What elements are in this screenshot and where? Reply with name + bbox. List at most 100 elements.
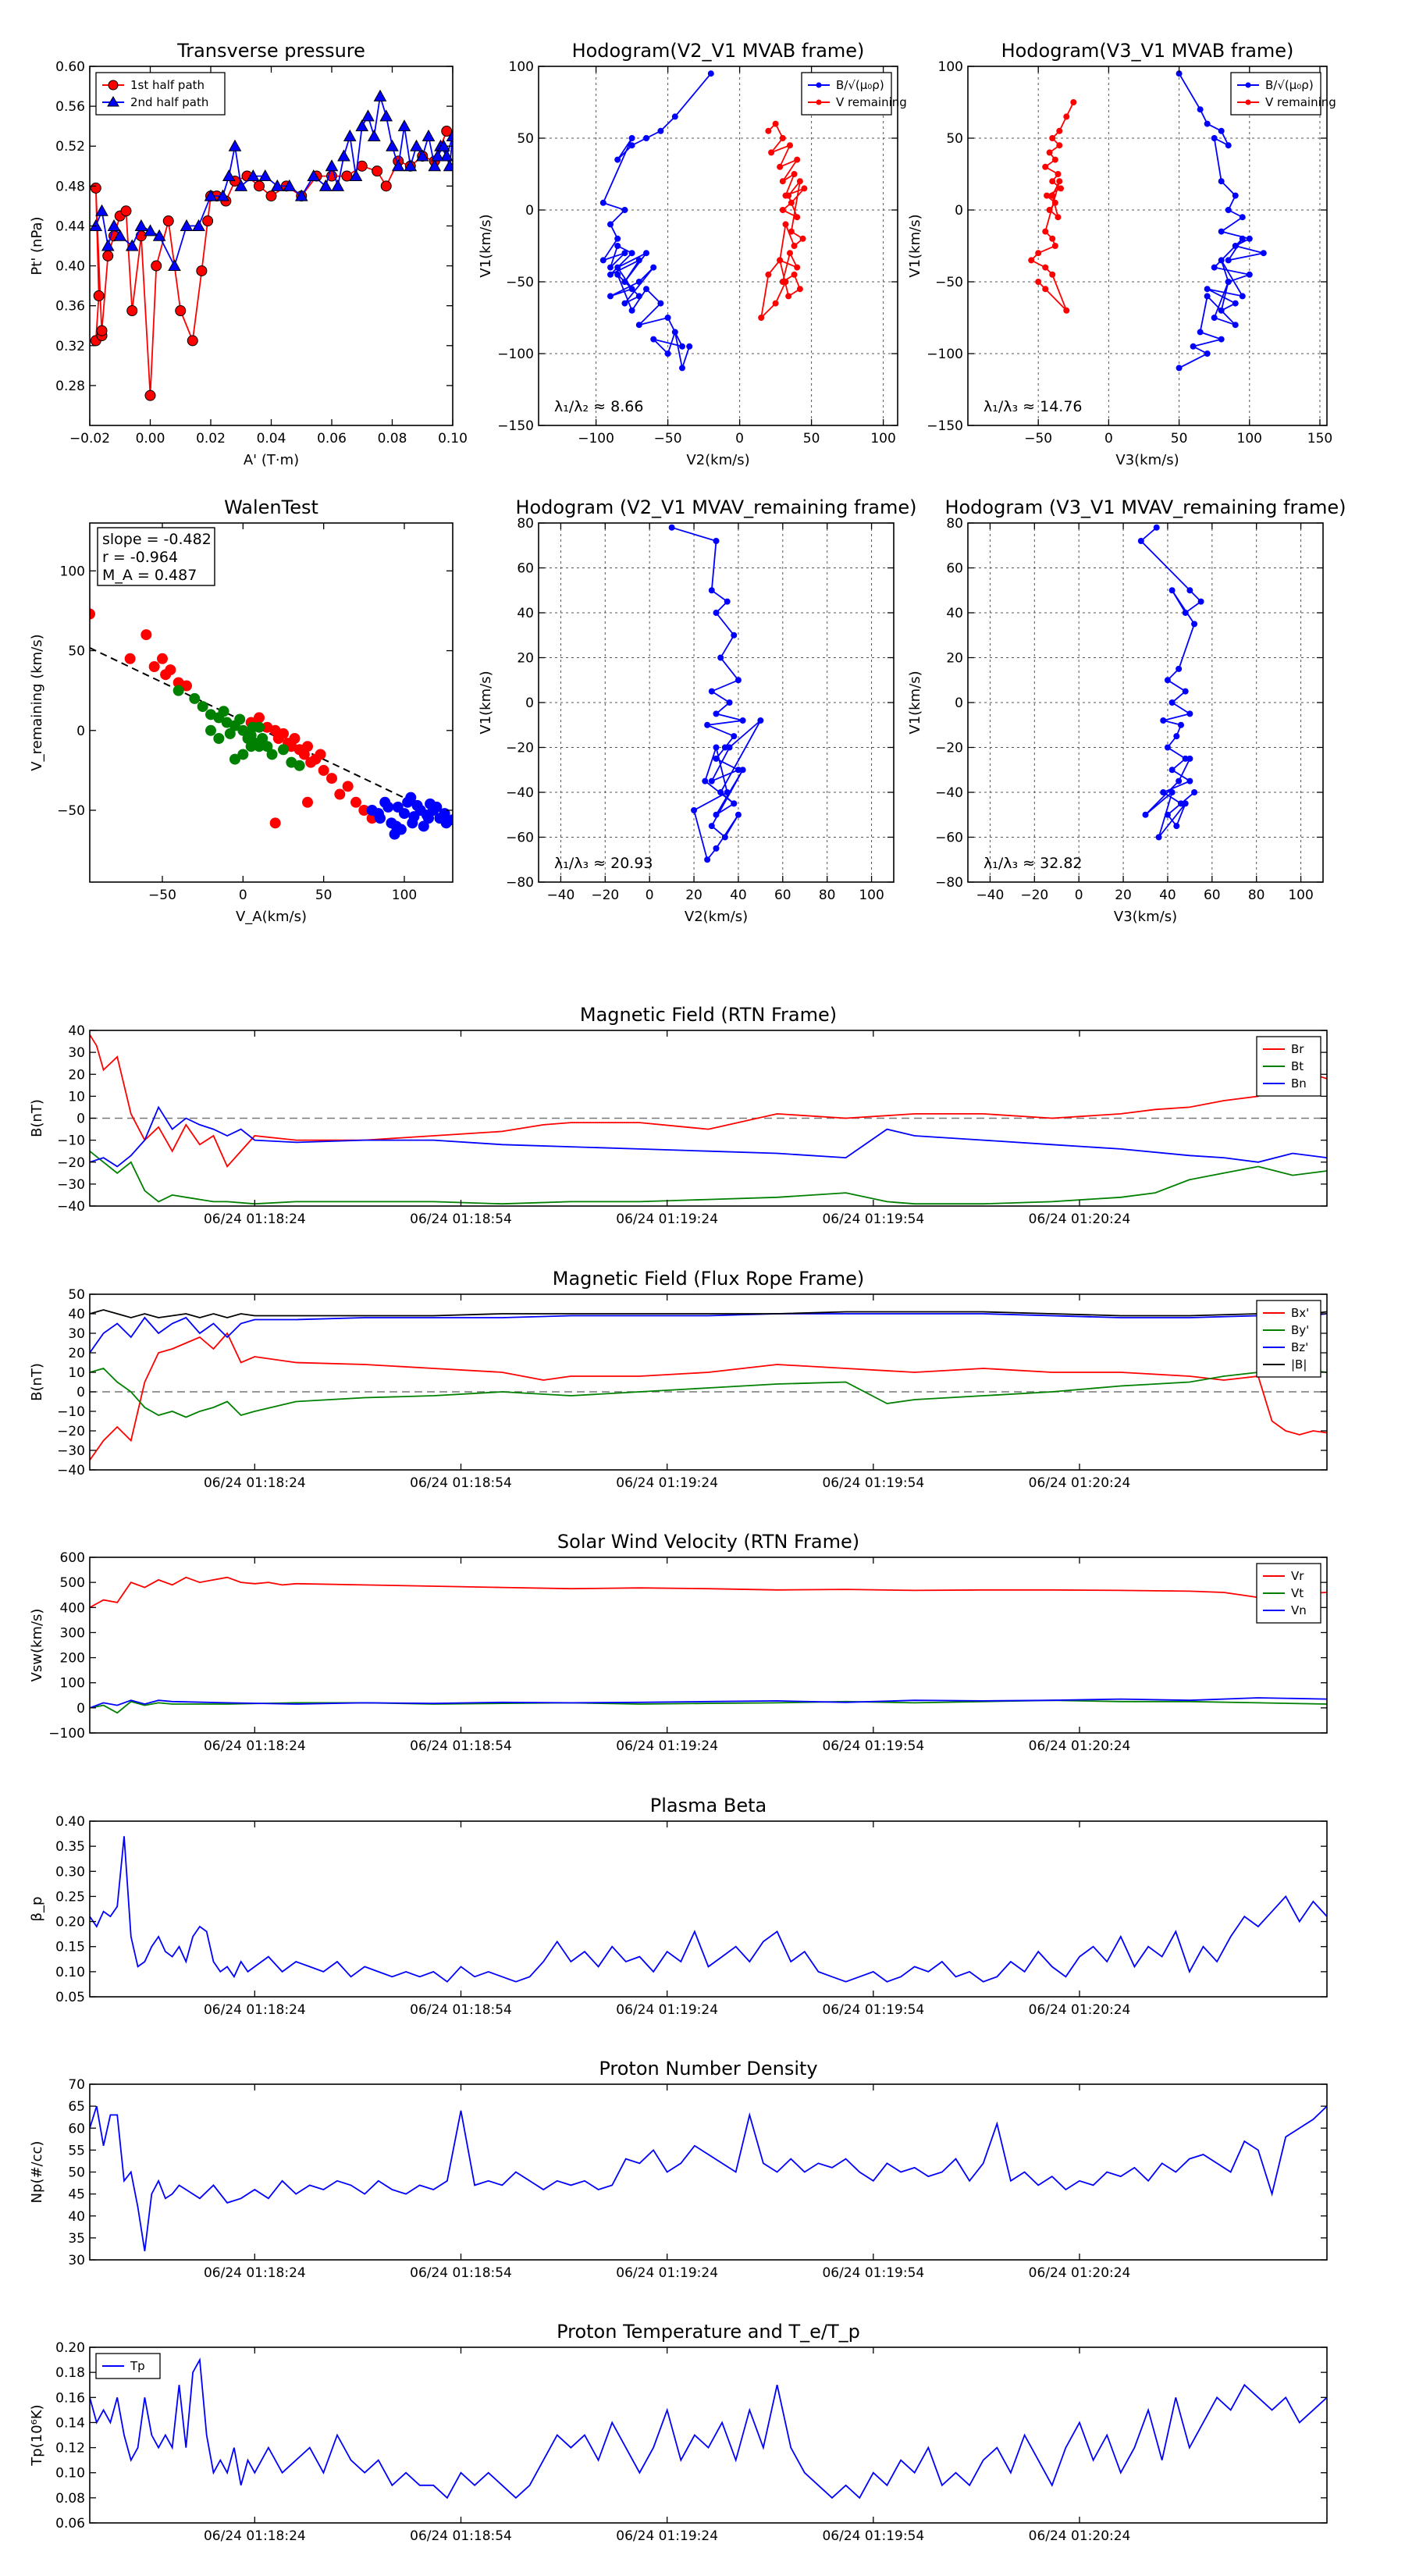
data-point	[175, 305, 187, 317]
data-point	[337, 149, 350, 162]
y-tick-label: 0	[955, 696, 963, 711]
data-point	[650, 264, 657, 271]
x-tick-label: 0	[1075, 888, 1083, 903]
data-point	[144, 224, 157, 237]
data-point	[621, 300, 628, 307]
data-point	[439, 149, 453, 162]
data-point	[101, 239, 115, 251]
x-axis-label: V3(km/s)	[1115, 452, 1179, 468]
series-vr	[90, 1576, 1327, 1609]
x-tick-label: 06/24 01:18:24	[204, 2002, 306, 2018]
x-tick-label: 06/24 01:19:24	[616, 2002, 718, 2018]
x-tick-label: 06/24 01:19:54	[822, 2002, 924, 2018]
y-tick-label: 0.20	[55, 1915, 85, 1930]
y-tick-label: −40	[57, 1463, 85, 1478]
y-tick-label: −10	[57, 1404, 85, 1420]
y-tick-label: 50	[68, 1287, 85, 1303]
series-v-remaining	[758, 120, 808, 321]
data-point	[102, 250, 114, 262]
data-point	[1176, 365, 1183, 372]
series-bt	[90, 1150, 1327, 1205]
data-point	[686, 343, 693, 350]
data-point	[621, 279, 628, 285]
data-point	[411, 799, 423, 811]
legend-marker	[1245, 82, 1251, 88]
data-point	[367, 129, 381, 141]
x-tick-label: 06/24 01:19:54	[822, 1212, 924, 1227]
data-point	[621, 207, 628, 213]
data-point	[325, 159, 339, 172]
data-point	[1070, 99, 1077, 105]
data-point	[788, 228, 795, 235]
data-point	[437, 139, 450, 151]
data-point	[1035, 279, 1042, 285]
series-line	[90, 1105, 1327, 1168]
data-point	[777, 163, 784, 170]
data-point	[628, 307, 635, 314]
data-point	[197, 701, 208, 713]
data-point	[1173, 733, 1180, 740]
data-point	[1191, 789, 1198, 795]
y-axis-label: Np(#/cc)	[29, 2141, 45, 2204]
data-point	[1211, 264, 1218, 271]
y-tick-label: 80	[517, 516, 534, 532]
ratio-annotation: λ₁/λ₃ ≈ 20.93	[554, 855, 653, 872]
data-point	[1142, 811, 1149, 818]
data-point	[713, 845, 720, 852]
data-point	[787, 250, 793, 257]
data-point	[1246, 235, 1253, 242]
chart-np: Proton Number Density 06/24 01:18:24 06/24…	[29, 2058, 1328, 2281]
data-point	[405, 792, 417, 803]
data-point	[702, 777, 709, 785]
series-line	[90, 1313, 1327, 1354]
data-point	[671, 113, 678, 120]
data-point	[796, 178, 803, 185]
x-axis-label: V2(km/s)	[686, 452, 749, 468]
data-point	[173, 685, 184, 696]
data-point	[785, 293, 792, 300]
data-point	[607, 221, 614, 228]
y-tick-label: 0.35	[55, 1839, 85, 1855]
data-point	[1182, 610, 1189, 616]
x-tick-label: 06/24 01:18:54	[410, 2002, 512, 2018]
series-tp	[90, 2357, 1327, 2500]
y-tick-label: 40	[68, 1023, 85, 1039]
data-point	[794, 156, 801, 163]
x-tick-label: 06/24 01:20:24	[1029, 2528, 1131, 2544]
y-tick-label: 60	[68, 2121, 85, 2137]
y-axis-label: Vsw(km/s)	[29, 1609, 45, 1682]
y-tick-label: 10	[68, 1089, 85, 1105]
y-tick-label: 100	[60, 564, 85, 579]
data-point	[1042, 228, 1049, 235]
data-point	[397, 119, 411, 132]
x-tick-label: 0.08	[378, 431, 407, 447]
data-point	[1239, 214, 1246, 221]
data-point	[196, 265, 208, 276]
x-axis-label: V2(km/s)	[685, 909, 748, 925]
data-point	[355, 119, 369, 132]
legend-label: Bx'	[1291, 1306, 1309, 1320]
data-point	[342, 781, 354, 792]
data-point	[1155, 834, 1162, 841]
chart-title: Solar Wind Velocity (RTN Frame)	[557, 1531, 859, 1553]
data-point	[765, 271, 772, 278]
data-point	[254, 180, 265, 192]
series-line	[90, 2357, 1327, 2500]
legend: Tp	[95, 2353, 161, 2379]
chart-title: Magnetic Field (RTN Frame)	[580, 1004, 837, 1026]
data-point	[90, 219, 103, 231]
data-point	[782, 221, 789, 228]
legend-label: Vn	[1291, 1603, 1307, 1617]
data-point	[1225, 279, 1232, 285]
fit-line	[90, 646, 453, 822]
plots-container: Transverse pressure −0.02 0.00 0.02 0.04 0.06…	[29, 40, 1346, 2544]
data-point	[1168, 699, 1176, 706]
data-point	[1164, 677, 1171, 684]
data-point	[796, 286, 803, 293]
y-tick-label: 0.06	[55, 2516, 85, 2532]
data-point	[283, 179, 297, 191]
y-tick-label: 100	[509, 59, 534, 75]
series-b-	[599, 70, 714, 372]
data-point	[1176, 777, 1183, 785]
y-tick-label: 100	[938, 59, 963, 75]
